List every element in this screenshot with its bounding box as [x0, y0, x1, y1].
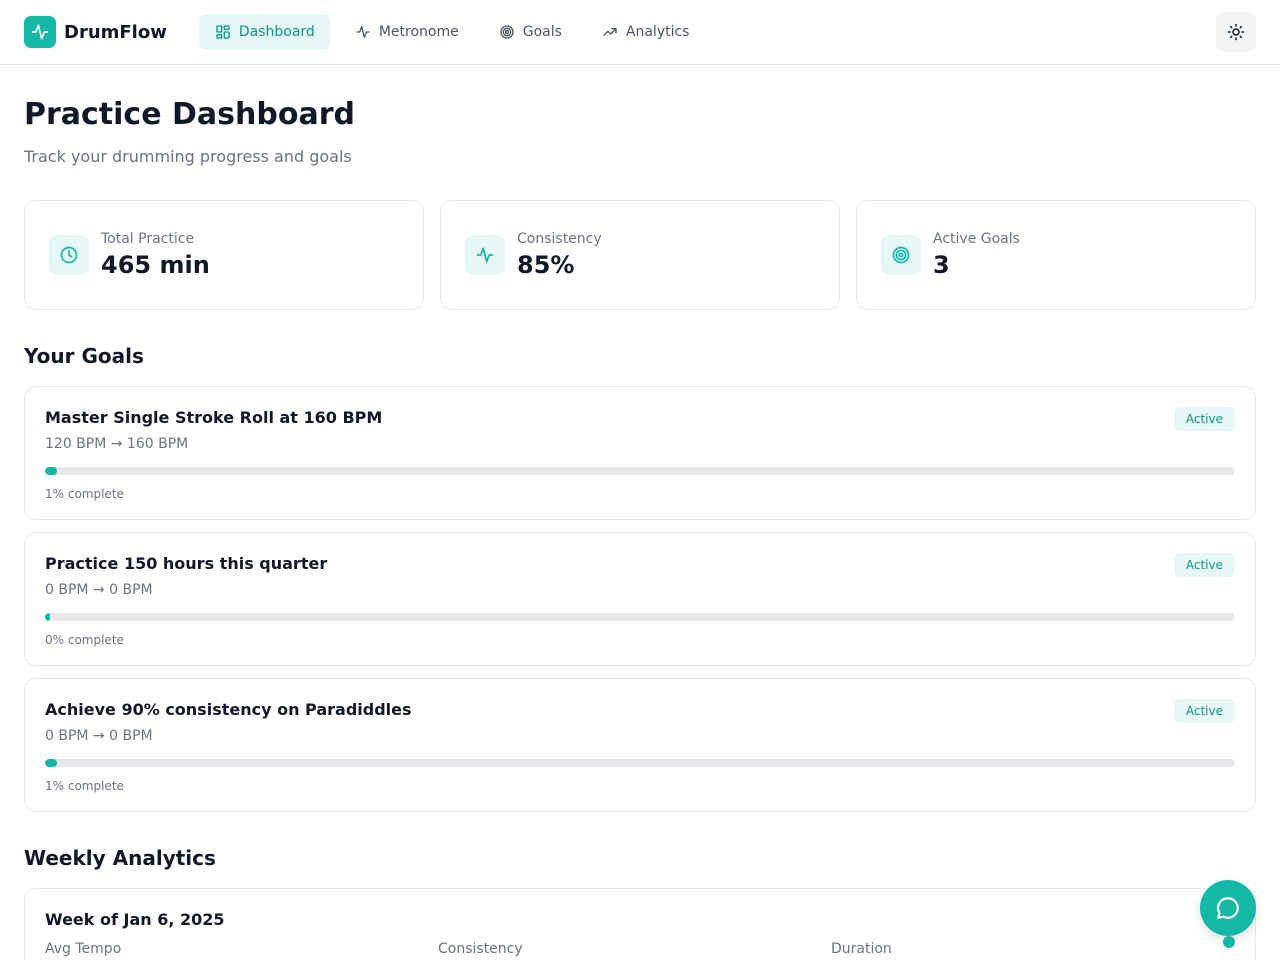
- stat-value: 465 min: [101, 251, 210, 279]
- goals-section-title: Your Goals: [24, 344, 144, 368]
- progress-bar: [45, 613, 1235, 621]
- chat-button[interactable]: [1200, 880, 1256, 936]
- main-nav: Dashboard Metronome Goals Analytics: [198, 14, 714, 50]
- metric-avg-tempo-label: Avg Tempo: [45, 941, 122, 957]
- nav-item-label: Metronome: [378, 24, 459, 40]
- status-badge: Active: [1173, 699, 1235, 723]
- page-subtitle: Track your drumming progress and goals: [24, 147, 352, 166]
- stat-card-consistency: Consistency 85%: [440, 200, 840, 310]
- nav-item-label: Dashboard: [238, 24, 315, 40]
- weekly-analytics-card: Week of Jan 6, 2025 Avg Tempo Consistenc…: [24, 888, 1256, 960]
- goal-name: Master Single Stroke Roll at 160 BPM: [45, 408, 383, 427]
- goal-complete-text: 0% complete: [45, 633, 124, 647]
- nav-item-label: Goals: [522, 24, 562, 40]
- metric-duration-label: Duration: [831, 941, 892, 957]
- goal-range: 0 BPM → 0 BPM: [45, 582, 153, 598]
- nav-item-label: Analytics: [625, 24, 690, 40]
- top-navigation-bar: DrumFlow Dashboard Metronome Goals Analy…: [0, 0, 1280, 65]
- goal-card[interactable]: Master Single Stroke Roll at 160 BPM 120…: [24, 386, 1256, 520]
- metrics-row: Avg Tempo Consistency Duration: [45, 940, 1235, 958]
- nav-item-dashboard[interactable]: Dashboard: [198, 14, 331, 50]
- goal-complete-text: 1% complete: [45, 487, 124, 501]
- trending-up-icon: [603, 27, 617, 36]
- stat-card-active-goals: Active Goals 3: [856, 200, 1256, 310]
- progress-bar: [45, 467, 1235, 475]
- pulse-icon: [24, 16, 56, 48]
- metric-consistency-label: Consistency: [438, 941, 523, 957]
- page-title: Practice Dashboard: [24, 97, 355, 132]
- pulse-icon: [356, 26, 370, 38]
- goal-name: Practice 150 hours this quarter: [45, 554, 328, 573]
- stat-value: 85%: [517, 251, 575, 279]
- stat-label: Active Goals: [933, 231, 1020, 247]
- progress-fill: [45, 467, 57, 475]
- pulse-icon: [465, 235, 505, 275]
- analytics-section-title: Weekly Analytics: [24, 846, 216, 870]
- goal-name: Achieve 90% consistency on Paradiddles: [45, 700, 412, 719]
- sun-icon: [1227, 23, 1245, 41]
- goal-range: 0 BPM → 0 BPM: [45, 728, 153, 744]
- week-title: Week of Jan 6, 2025: [45, 910, 225, 929]
- goal-card[interactable]: Practice 150 hours this quarter 0 BPM → …: [24, 532, 1256, 666]
- goal-list: Master Single Stroke Roll at 160 BPM 120…: [24, 386, 1256, 812]
- theme-toggle-button[interactable]: [1216, 12, 1256, 52]
- target-icon: [881, 235, 921, 275]
- brand[interactable]: DrumFlow: [24, 16, 167, 48]
- brand-name: DrumFlow: [64, 21, 167, 43]
- stat-value: 3: [933, 251, 950, 279]
- goal-range: 120 BPM → 160 BPM: [45, 436, 189, 452]
- status-badge: Active: [1173, 553, 1235, 577]
- chat-icon: [1216, 897, 1239, 919]
- clock-icon: [49, 235, 89, 275]
- target-icon: [500, 25, 514, 39]
- progress-fill: [45, 759, 57, 767]
- stats-row: Total Practice 465 min Consistency 85% A…: [24, 200, 1256, 310]
- dashboard-icon: [216, 25, 230, 39]
- main-content: Practice Dashboard Track your drumming p…: [0, 97, 1280, 960]
- nav-item-goals[interactable]: Goals: [483, 14, 578, 50]
- stat-label: Total Practice: [101, 231, 195, 247]
- status-badge: Active: [1173, 407, 1235, 431]
- nav-item-metronome[interactable]: Metronome: [339, 14, 475, 50]
- stat-card-total-practice: Total Practice 465 min: [24, 200, 424, 310]
- goal-card[interactable]: Achieve 90% consistency on Paradiddles 0…: [24, 678, 1256, 812]
- nav-item-analytics[interactable]: Analytics: [586, 14, 706, 50]
- progress-fill: [45, 613, 50, 621]
- notification-dot: [1223, 936, 1235, 948]
- progress-bar: [45, 759, 1235, 767]
- stat-label: Consistency: [517, 231, 602, 247]
- goal-complete-text: 1% complete: [45, 779, 124, 793]
